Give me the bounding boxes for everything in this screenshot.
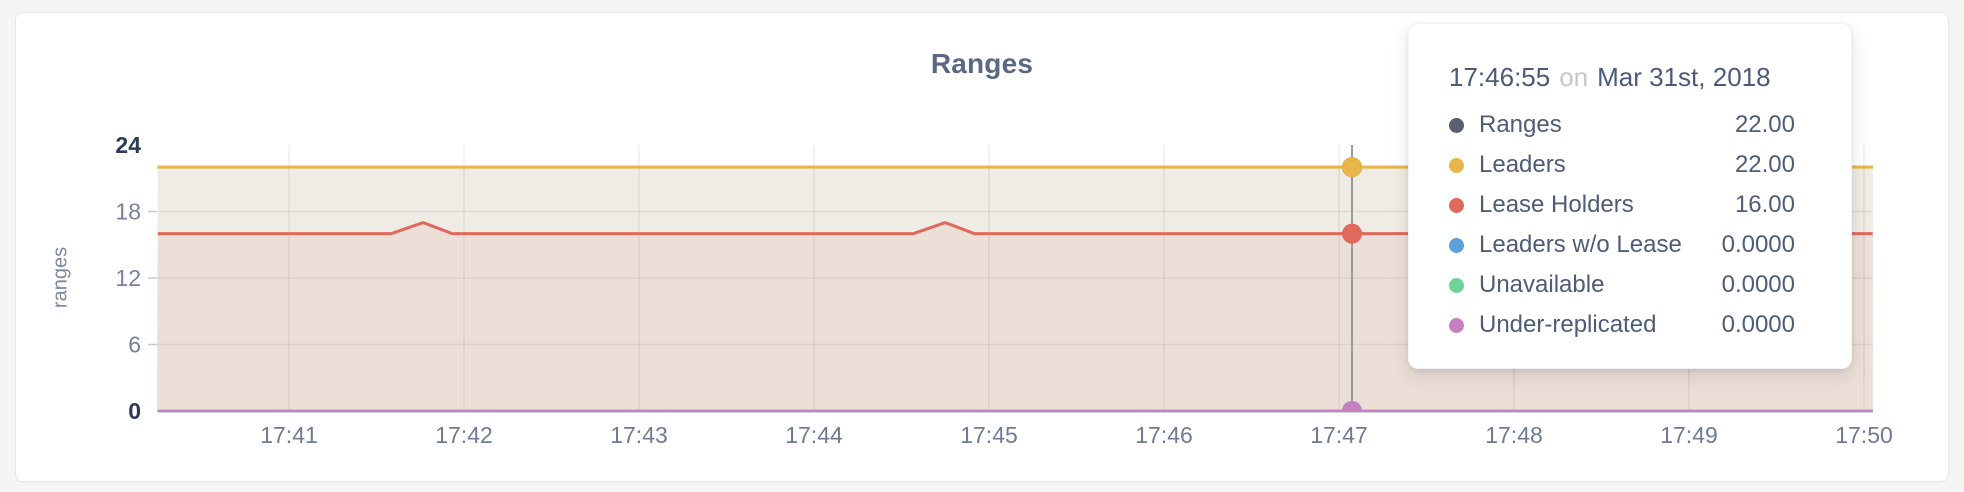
series-color-dot-icon <box>1449 157 1464 173</box>
series-value: 22.00 <box>1734 151 1795 178</box>
hover-dot-under-replicated <box>1342 401 1362 411</box>
tooltip-time: 17:46:55 <box>1449 62 1551 92</box>
tooltip-header: 17:46:55 on Mar 31st, 2018 <box>1449 62 1795 93</box>
series-value: 16.00 <box>1734 191 1795 218</box>
y-tick-label: 6 <box>128 332 141 358</box>
tooltip-row: Leaders 22.00 <box>1449 145 1795 185</box>
hover-dot-leaders <box>1342 157 1362 178</box>
tooltip-row: Lease Holders 16.00 <box>1449 185 1795 225</box>
hover-indicator <box>1342 145 1362 411</box>
chart-title: Ranges <box>930 48 1034 79</box>
x-tick-label: 17:42 <box>435 422 493 448</box>
lease-holders-line <box>157 221 1873 236</box>
series-value: 0.0000 <box>1721 231 1795 258</box>
series-color-dot-icon <box>1449 277 1464 293</box>
y-tick-label: 24 <box>115 132 141 158</box>
tooltip-row: Under-replicated 0.0000 <box>1449 305 1795 345</box>
x-tick-label: 17:47 <box>1310 422 1368 448</box>
tooltip-date: Mar 31st, 2018 <box>1597 62 1771 92</box>
tooltip-rows: Ranges 22.00 Leaders 22.00 Lease Holders 16.0… <box>1449 105 1795 345</box>
hover-dot-lease-holders <box>1342 223 1362 244</box>
x-tick-label: 17:50 <box>1835 422 1893 448</box>
series-label: Ranges <box>1479 111 1562 138</box>
tooltip-row: Leaders w/o Lease 0.0000 <box>1449 225 1795 265</box>
x-tick-label: 17:46 <box>1135 422 1193 448</box>
series-color-dot-icon <box>1449 197 1464 213</box>
x-tick-label: 17:48 <box>1485 422 1543 448</box>
y-tick-label: 12 <box>115 265 141 291</box>
y-tick-label: 18 <box>115 199 141 225</box>
x-tick-label: 17:44 <box>785 422 843 448</box>
tooltip-on-word: on <box>1559 62 1589 92</box>
tooltip-row: Ranges 22.00 <box>1449 105 1795 145</box>
series-color-dot-icon <box>1449 117 1464 133</box>
series-label: Leaders <box>1479 151 1566 178</box>
series-label: Leaders w/o Lease <box>1479 231 1682 258</box>
x-tick-label: 17:45 <box>960 422 1018 448</box>
series-label: Lease Holders <box>1479 191 1634 218</box>
series-value: 0.0000 <box>1721 311 1795 338</box>
series-label: Unavailable <box>1479 271 1605 298</box>
series-value: 22.00 <box>1734 111 1795 138</box>
series-color-dot-icon <box>1449 237 1464 253</box>
hover-tooltip: 17:46:55 on Mar 31st, 2018 Ranges 22.00 Lead… <box>1408 23 1852 369</box>
x-tick-label: 17:43 <box>610 422 668 448</box>
x-tick-label: 17:41 <box>260 422 318 448</box>
series-label: Under-replicated <box>1479 311 1657 338</box>
tooltip-row: Unavailable 0.0000 <box>1449 265 1795 305</box>
x-tick-label: 17:49 <box>1660 422 1718 448</box>
series-value: 0.0000 <box>1721 271 1795 298</box>
series-color-dot-icon <box>1449 317 1464 333</box>
y-tick-label: 0 <box>128 398 141 424</box>
